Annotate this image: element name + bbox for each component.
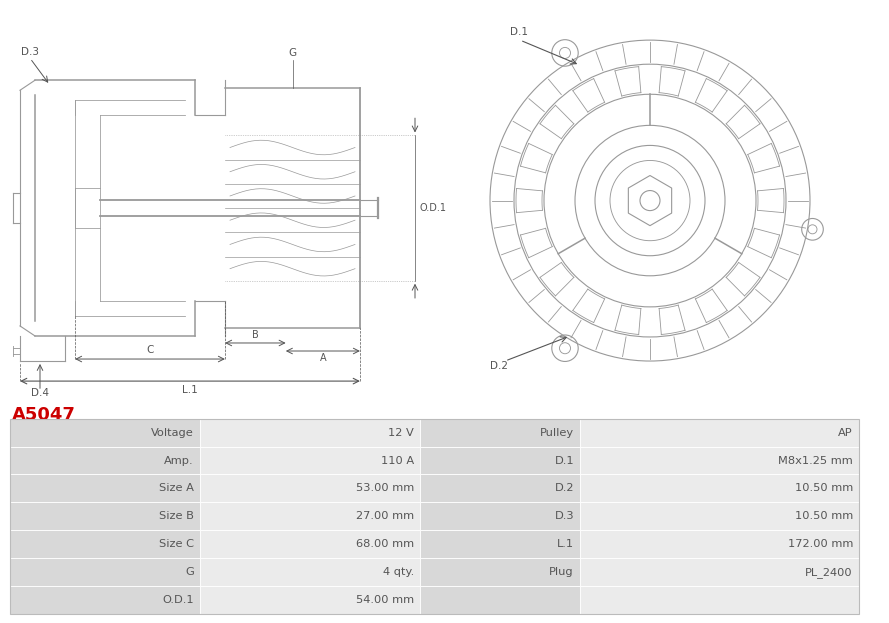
Text: 4 qty.: 4 qty. — [383, 567, 414, 577]
Text: D.2: D.2 — [490, 361, 508, 371]
Text: 12 V: 12 V — [388, 427, 414, 437]
Bar — [580, 502, 859, 530]
Bar — [200, 502, 420, 530]
Bar — [200, 419, 420, 447]
Text: D.1: D.1 — [510, 27, 528, 37]
Text: L.1: L.1 — [182, 385, 198, 395]
Bar — [580, 475, 859, 502]
Bar — [200, 586, 420, 614]
Bar — [200, 530, 420, 558]
Bar — [580, 558, 859, 586]
Text: Pulley: Pulley — [540, 427, 574, 437]
Bar — [10, 475, 200, 502]
Bar — [420, 419, 580, 447]
Bar — [580, 419, 859, 447]
Text: B: B — [252, 330, 259, 340]
Text: D.3: D.3 — [555, 511, 574, 521]
Text: A5047: A5047 — [12, 406, 76, 424]
Bar — [420, 447, 580, 475]
Text: 10.50 mm: 10.50 mm — [795, 483, 853, 493]
Bar — [10, 586, 200, 614]
Text: Size C: Size C — [159, 540, 194, 549]
Bar — [200, 447, 420, 475]
Bar — [420, 586, 580, 614]
Text: 27.00 mm: 27.00 mm — [356, 511, 414, 521]
Bar — [420, 530, 580, 558]
Text: D.2: D.2 — [555, 483, 574, 493]
Text: 54.00 mm: 54.00 mm — [356, 595, 414, 605]
Bar — [420, 502, 580, 530]
Text: D.4: D.4 — [31, 388, 49, 398]
Bar — [10, 558, 200, 586]
Text: 110 A: 110 A — [380, 455, 414, 465]
Text: 68.00 mm: 68.00 mm — [356, 540, 414, 549]
Text: D.3: D.3 — [21, 47, 39, 57]
Text: L.1: L.1 — [557, 540, 574, 549]
Text: A: A — [319, 353, 326, 363]
Text: C: C — [147, 345, 154, 355]
Bar — [200, 558, 420, 586]
Text: Plug: Plug — [549, 567, 574, 577]
Text: Voltage: Voltage — [151, 427, 194, 437]
Text: 10.50 mm: 10.50 mm — [795, 511, 853, 521]
Bar — [420, 558, 580, 586]
Bar — [10, 447, 200, 475]
Bar — [10, 419, 200, 447]
Bar — [10, 502, 200, 530]
Text: Amp.: Amp. — [164, 455, 194, 465]
Text: G: G — [288, 48, 297, 58]
Text: Size B: Size B — [159, 511, 194, 521]
Text: O.D.1: O.D.1 — [163, 595, 194, 605]
Bar — [580, 530, 859, 558]
Bar — [420, 475, 580, 502]
Text: M8x1.25 mm: M8x1.25 mm — [778, 455, 853, 465]
Bar — [580, 447, 859, 475]
Bar — [10, 530, 200, 558]
Text: G: G — [185, 567, 194, 577]
Bar — [10, 419, 859, 614]
Bar — [200, 475, 420, 502]
Text: 53.00 mm: 53.00 mm — [356, 483, 414, 493]
Text: PL_2400: PL_2400 — [805, 567, 853, 578]
Text: 172.00 mm: 172.00 mm — [788, 540, 853, 549]
Bar — [580, 586, 859, 614]
Text: D.1: D.1 — [555, 455, 574, 465]
Text: Size A: Size A — [159, 483, 194, 493]
Text: O.D.1: O.D.1 — [420, 203, 447, 213]
Text: AP: AP — [838, 427, 853, 437]
